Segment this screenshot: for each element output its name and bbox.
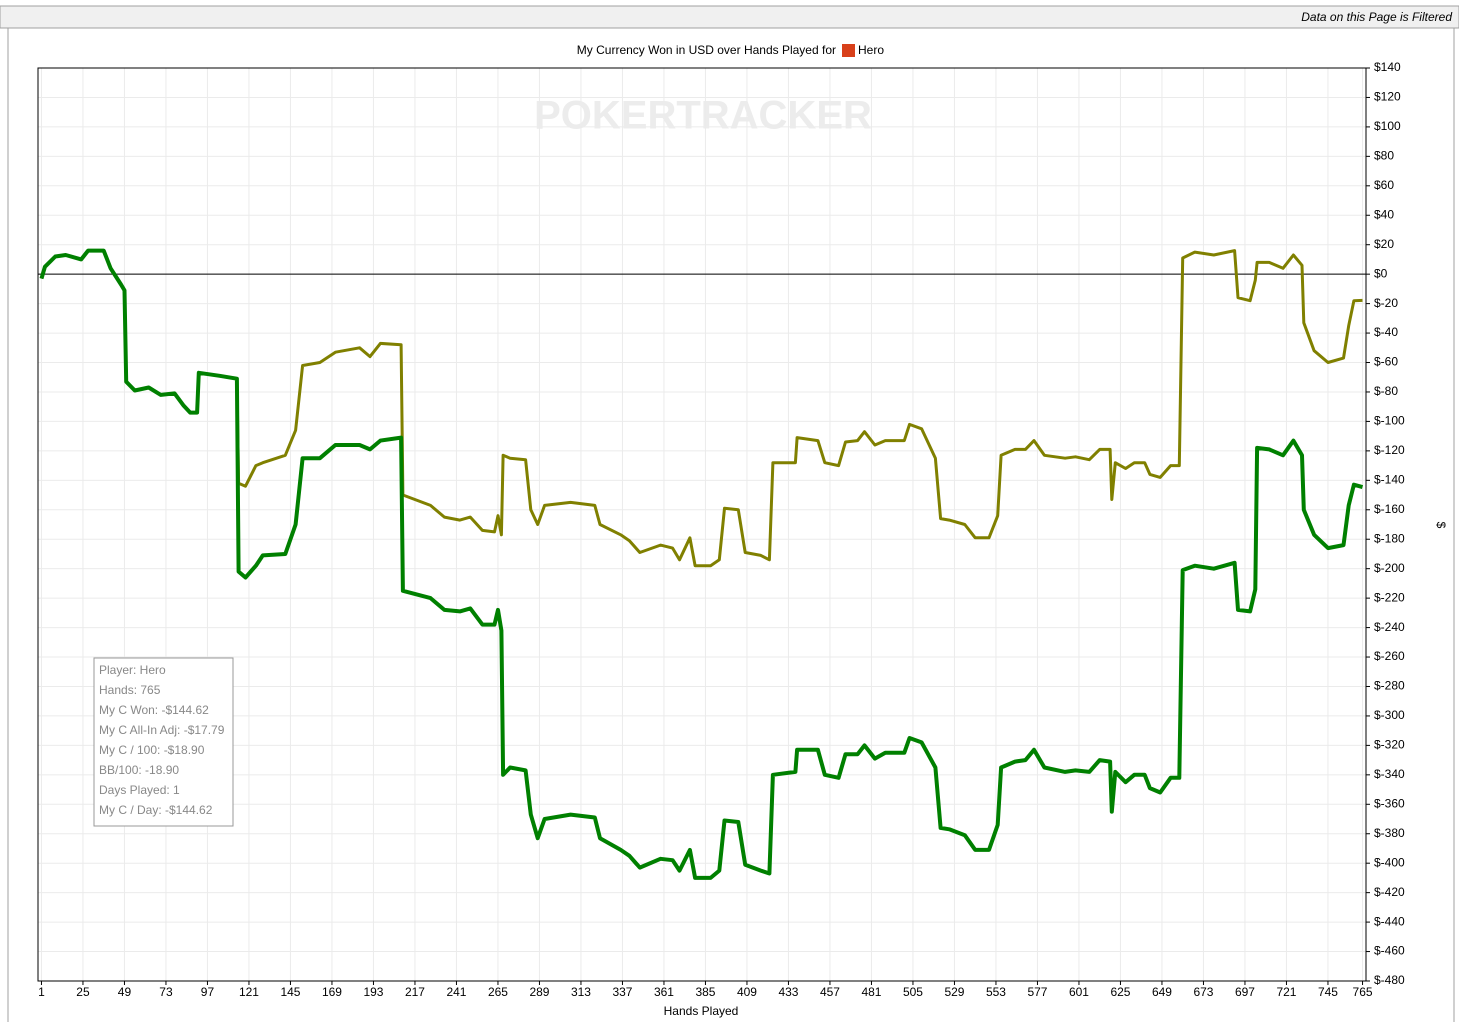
y-axis-label: $ <box>1434 522 1448 529</box>
x-tick-label: 553 <box>986 985 1006 999</box>
x-tick-label: 145 <box>280 985 300 999</box>
y-tick-label: $-340 <box>1374 767 1405 781</box>
series-line <box>39 248 1364 880</box>
x-tick-label: 361 <box>654 985 674 999</box>
y-tick-label: $20 <box>1374 237 1394 251</box>
x-tick-label: 529 <box>944 985 964 999</box>
y-tick-label: $120 <box>1374 90 1401 104</box>
x-tick-label: 97 <box>201 985 215 999</box>
x-tick-label: 1 <box>38 985 45 999</box>
x-tick-label: 289 <box>529 985 549 999</box>
y-tick-label: $-140 <box>1374 472 1405 486</box>
chart-title: My Currency Won in USD over Hands Played… <box>577 43 836 57</box>
y-tick-label: $-380 <box>1374 826 1405 840</box>
y-tick-label: $-100 <box>1374 414 1405 428</box>
y-tick-label: $-40 <box>1374 325 1398 339</box>
info-line: My C All-In Adj: -$17.79 <box>99 723 225 737</box>
y-tick-label: $80 <box>1374 149 1394 163</box>
x-tick-label: 649 <box>1152 985 1172 999</box>
x-tick-label: 409 <box>737 985 757 999</box>
player-icon <box>842 44 855 57</box>
info-line: Days Played: 1 <box>99 783 180 797</box>
x-tick-label: 577 <box>1027 985 1047 999</box>
filter-note: Data on this Page is Filtered <box>1301 10 1452 24</box>
x-tick-label: 433 <box>778 985 798 999</box>
y-tick-label: $-420 <box>1374 885 1405 899</box>
x-tick-label: 241 <box>446 985 466 999</box>
x-tick-label: 765 <box>1353 985 1373 999</box>
y-tick-label: $-240 <box>1374 620 1405 634</box>
x-tick-label: 673 <box>1193 985 1213 999</box>
y-tick-label: $-220 <box>1374 590 1405 604</box>
y-tick-label: $-80 <box>1374 384 1398 398</box>
info-line: Hands: 765 <box>99 683 161 697</box>
y-tick-label: $-160 <box>1374 502 1405 516</box>
info-line: Player: Hero <box>99 663 166 677</box>
y-tick-label: $-200 <box>1374 561 1405 575</box>
x-tick-label: 697 <box>1235 985 1255 999</box>
y-tick-label: $-260 <box>1374 649 1405 663</box>
x-tick-label: 625 <box>1110 985 1130 999</box>
filter-bar <box>0 5 1459 29</box>
y-tick-label: $-360 <box>1374 796 1405 810</box>
y-tick-label: $-440 <box>1374 914 1405 928</box>
info-line: My C Won: -$144.62 <box>99 703 209 717</box>
x-tick-label: 193 <box>363 985 383 999</box>
x-tick-label: 337 <box>612 985 632 999</box>
x-tick-label: 505 <box>903 985 923 999</box>
y-tick-label: $-320 <box>1374 738 1405 752</box>
y-tick-label: $-280 <box>1374 679 1405 693</box>
x-tick-label: 313 <box>571 985 591 999</box>
info-line: BB/100: -18.90 <box>99 763 179 777</box>
y-tick-label: $-480 <box>1374 973 1405 987</box>
y-tick-label: $40 <box>1374 207 1394 221</box>
info-box <box>93 657 234 827</box>
y-tick-label: $-120 <box>1374 443 1405 457</box>
y-tick-label: $100 <box>1374 119 1401 133</box>
y-tick-label: $-300 <box>1374 708 1405 722</box>
x-tick-label: 121 <box>239 985 259 999</box>
y-tick-label: $-400 <box>1374 855 1405 869</box>
watermark: POKERTRACKER <box>534 94 872 138</box>
x-tick-label: 217 <box>405 985 425 999</box>
x-tick-label: 457 <box>820 985 840 999</box>
x-axis-label: Hands Played <box>664 1004 739 1018</box>
plot-border <box>37 67 1367 982</box>
x-tick-label: 601 <box>1069 985 1089 999</box>
y-tick-label: $-180 <box>1374 531 1405 545</box>
info-line: My C / 100: -$18.90 <box>99 743 205 757</box>
info-line: My C / Day: -$144.62 <box>99 803 213 817</box>
x-tick-label: 49 <box>118 985 132 999</box>
y-tick-label: $60 <box>1374 178 1394 192</box>
y-tick-label: $-60 <box>1374 355 1398 369</box>
y-tick-label: $0 <box>1374 266 1388 280</box>
x-tick-label: 73 <box>159 985 173 999</box>
x-tick-label: 169 <box>322 985 342 999</box>
x-tick-label: 25 <box>76 985 90 999</box>
y-tick-label: $-20 <box>1374 296 1398 310</box>
y-tick-label: $140 <box>1374 60 1401 74</box>
x-tick-label: 265 <box>488 985 508 999</box>
player-name: Hero <box>858 43 884 57</box>
x-tick-label: 721 <box>1276 985 1296 999</box>
x-tick-label: 745 <box>1318 985 1338 999</box>
x-tick-label: 385 <box>695 985 715 999</box>
x-tick-label: 481 <box>861 985 881 999</box>
y-tick-label: $-460 <box>1374 944 1405 958</box>
